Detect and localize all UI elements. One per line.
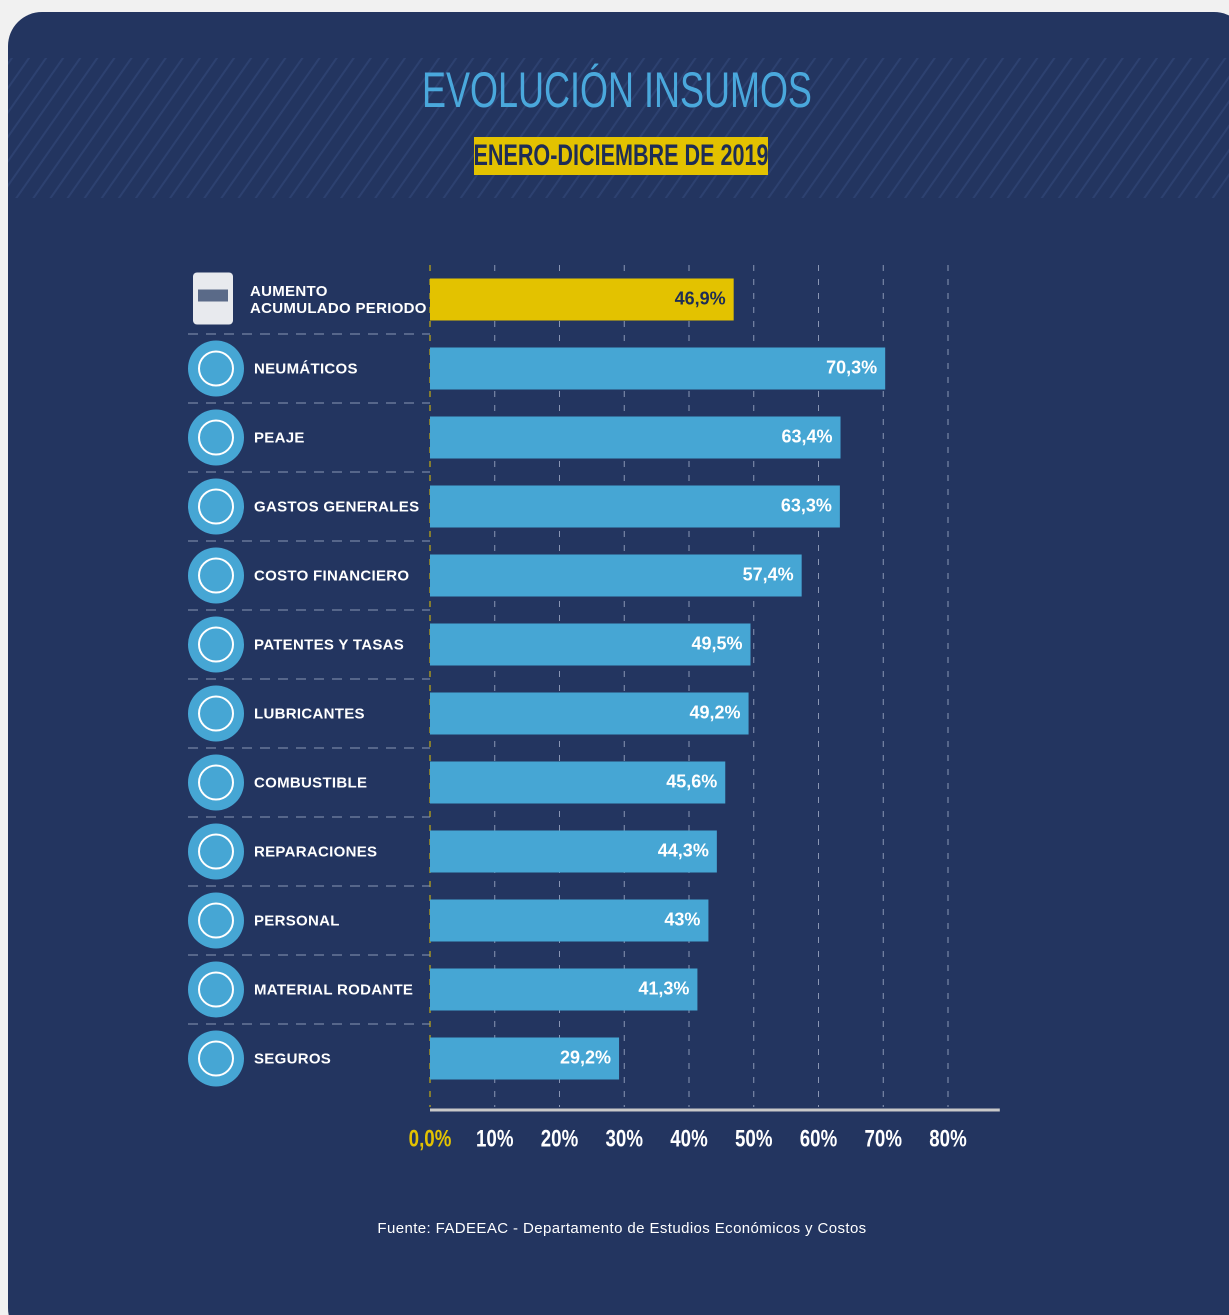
x-tick-label: 80%: [929, 1125, 966, 1152]
x-tick-group: 10%: [476, 1125, 513, 1152]
x-tick-group: 0,0%: [409, 1125, 452, 1152]
page: EVOLUCIÓN INSUMOS ENERO-DICIEMBRE DE 201…: [0, 0, 1229, 1315]
category-label: AUMENTO ACUMULADO PERIODO: [250, 283, 427, 317]
category-icon: [188, 410, 244, 466]
value-label: 41,3%: [638, 978, 689, 998]
bar: [430, 348, 885, 390]
x-tick-group: 20%: [541, 1125, 578, 1152]
x-tick-label: 60%: [800, 1125, 837, 1152]
x-tick-group: 80%: [929, 1125, 966, 1152]
x-tick-group: 40%: [670, 1125, 707, 1152]
value-label: 57,4%: [743, 564, 794, 584]
value-label: 70,3%: [826, 357, 877, 377]
chart: EVOLUCIÓN INSUMOS ENERO-DICIEMBRE DE 201…: [0, 0, 1229, 1315]
category-icon: [188, 479, 244, 535]
value-label: 44,3%: [658, 840, 709, 860]
subtitle: ENERO-DICIEMBRE DE 2019: [473, 137, 768, 171]
value-label: 63,4%: [781, 426, 832, 446]
category-label: LUBRICANTES: [254, 705, 365, 722]
x-tick-group: 70%: [865, 1125, 902, 1152]
category-label: NEUMÁTICOS: [254, 360, 358, 377]
x-tick-label: 70%: [865, 1125, 902, 1152]
category-label: MATERIAL RODANTE: [254, 981, 413, 998]
category-label: GASTOS GENERALES: [254, 498, 419, 515]
bar: [430, 417, 841, 459]
category-icon: [188, 824, 244, 880]
category-label: COMBUSTIBLE: [254, 774, 367, 791]
x-tick-group: 50%: [735, 1125, 772, 1152]
category-label: PEAJE: [254, 429, 305, 446]
category-icon: [188, 1031, 244, 1087]
value-label: 45,6%: [666, 771, 717, 791]
value-label: 63,3%: [781, 495, 832, 515]
x-tick-label: 40%: [670, 1125, 707, 1152]
value-label: 49,5%: [691, 633, 742, 653]
x-tick-group: 30%: [606, 1125, 643, 1152]
category-label: PERSONAL: [254, 912, 340, 929]
x-tick-label: 20%: [541, 1125, 578, 1152]
value-label: 49,2%: [690, 702, 741, 722]
x-tick-label: 30%: [606, 1125, 643, 1152]
category-icon: [188, 686, 244, 742]
truck-window: [198, 290, 228, 302]
x-tick-label: 0,0%: [409, 1125, 452, 1152]
x-tick-label: 10%: [476, 1125, 513, 1152]
value-label: 29,2%: [560, 1047, 611, 1067]
value-label: 46,9%: [675, 288, 726, 308]
category-icon: [188, 893, 244, 949]
x-tick-label: 50%: [735, 1125, 772, 1152]
category-label: REPARACIONES: [254, 843, 377, 860]
value-label: 43%: [664, 909, 700, 929]
category-icon: [188, 548, 244, 604]
bar: [430, 486, 840, 528]
category-icon: [188, 755, 244, 811]
source-note: Fuente: FADEEAC - Departamento de Estudi…: [377, 1220, 866, 1237]
category-label: COSTO FINANCIERO: [254, 567, 409, 584]
category-icon: [188, 962, 244, 1018]
category-icon: [188, 617, 244, 673]
chart-title: EVOLUCIÓN INSUMOS: [422, 62, 812, 118]
category-label: PATENTES Y TASAS: [254, 636, 404, 653]
category-label: SEGUROS: [254, 1050, 331, 1067]
x-tick-group: 60%: [800, 1125, 837, 1152]
category-icon: [188, 341, 244, 397]
